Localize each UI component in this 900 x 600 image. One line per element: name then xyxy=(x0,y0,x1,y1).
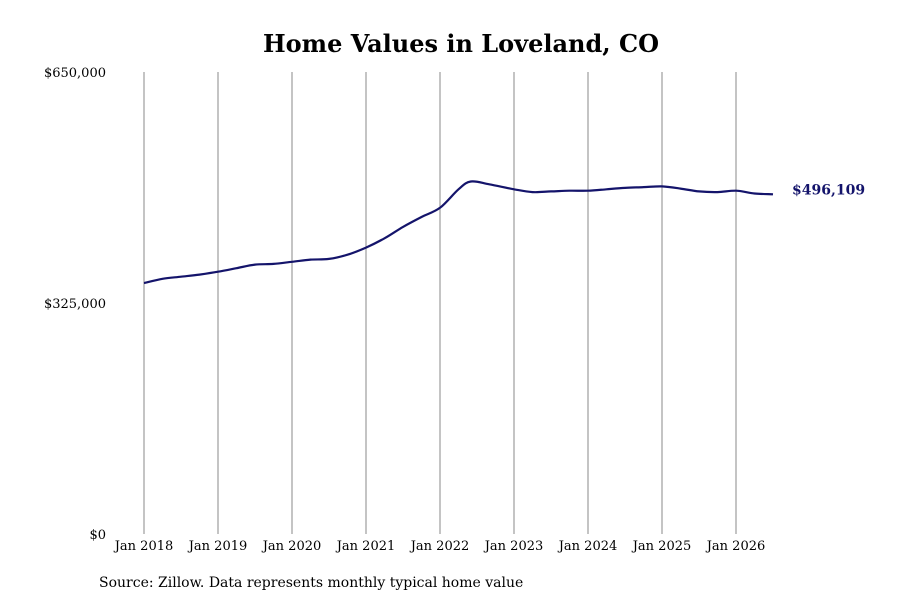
y-tick-label: $325,000 xyxy=(44,297,106,312)
y-tick-label: $0 xyxy=(89,528,106,543)
plot-area xyxy=(143,180,774,285)
source-note: Source: Zillow. Data represents monthly … xyxy=(99,575,523,591)
x-tick-label: Jan 2019 xyxy=(187,539,248,554)
x-axis-tick-labels: Jan 2018 Jan 2019 Jan 2020 Jan 2021 Jan 2022… xyxy=(113,539,766,554)
x-tick-label: Jan 2024 xyxy=(557,539,618,554)
x-tick-label: Jan 2025 xyxy=(631,539,692,554)
x-tick-label: Jan 2018 xyxy=(113,539,174,554)
chart-title: Home Values in Loveland, CO xyxy=(263,29,659,58)
y-tick-label: $650,000 xyxy=(44,66,106,81)
series-line xyxy=(143,180,774,285)
latest-value-label: $496,109 xyxy=(792,182,865,198)
y-axis-tick-labels: $650,000 $325,000 $0 xyxy=(44,66,106,543)
gridlines xyxy=(143,72,737,534)
x-tick-label: Jan 2023 xyxy=(483,539,544,554)
x-tick-label: Jan 2021 xyxy=(335,539,396,554)
x-tick-label: Jan 2026 xyxy=(705,539,766,554)
x-tick-label: Jan 2020 xyxy=(261,539,322,554)
x-tick-label: Jan 2022 xyxy=(409,539,470,554)
